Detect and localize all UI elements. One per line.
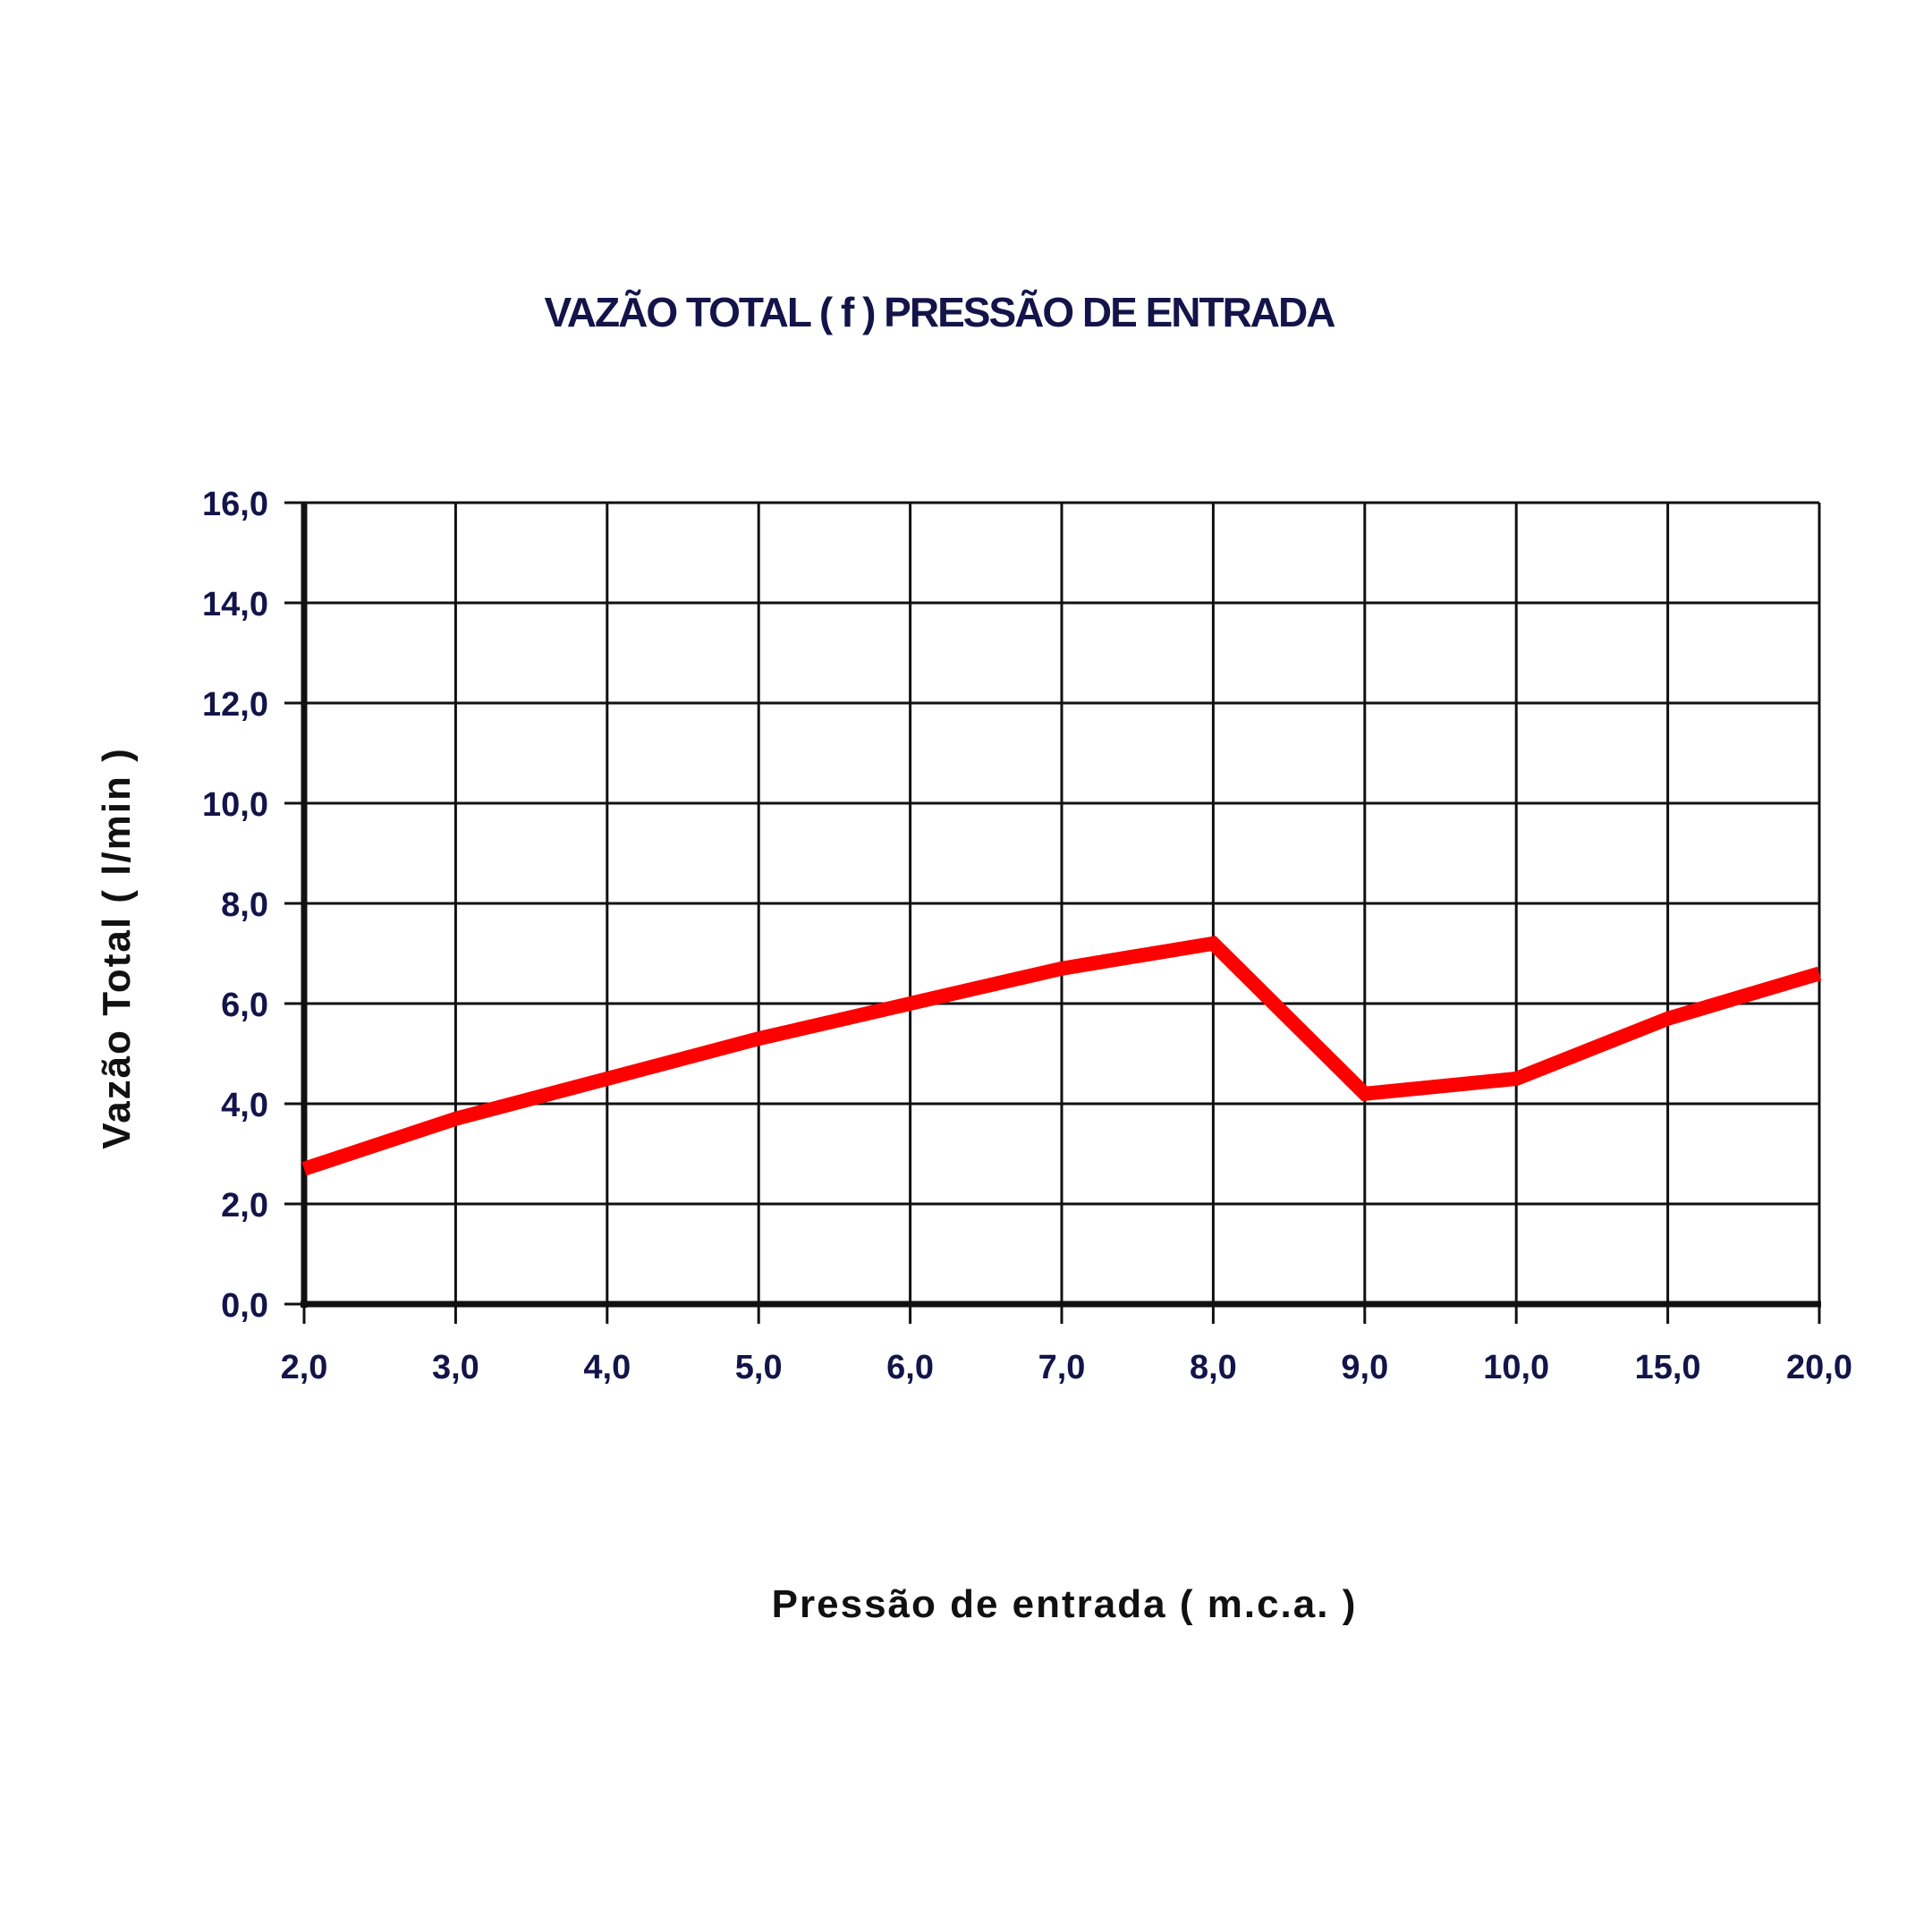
gridlines: [304, 501, 1821, 1304]
series-line: [301, 936, 1822, 1176]
y-tick-label: 12,0: [202, 686, 268, 724]
y-tick-label: 6,0: [221, 987, 268, 1024]
x-tick-label: 9,0: [1341, 1349, 1388, 1386]
x-tick-label: 5,0: [735, 1349, 783, 1386]
x-tick-label: 8,0: [1190, 1349, 1237, 1386]
series-layer: [301, 936, 1822, 1176]
axes: [284, 501, 1821, 1324]
y-tick-label: 10,0: [202, 786, 268, 824]
x-tick-labels: 2,0 3,0 4,0 5,0 6,0 7,0 8,0 9,0 10,0 15,0 20,0: [281, 1349, 1852, 1386]
x-tick-label: 10,0: [1483, 1349, 1549, 1386]
x-tick-label: 7,0: [1038, 1349, 1086, 1386]
y-tick-label: 0,0: [221, 1287, 268, 1325]
x-tick-label: 4,0: [583, 1349, 631, 1386]
x-tick-label: 3,0: [432, 1349, 479, 1386]
x-tick-label: 2,0: [281, 1349, 328, 1386]
y-tick-label: 4,0: [221, 1087, 268, 1124]
y-tick-label: 8,0: [221, 886, 268, 924]
y-tick-label: 16,0: [202, 486, 268, 523]
x-tick-label: 15,0: [1635, 1349, 1701, 1386]
x-axis-label: Pressão de entrada ( m.c.a. ): [772, 1582, 1358, 1626]
y-axis-label: Vazão Total ( l/min ): [95, 747, 139, 1148]
x-tick-label: 6,0: [886, 1349, 934, 1386]
y-tick-label: 2,0: [221, 1187, 268, 1224]
y-tick-labels: 0,0 2,0 4,0 6,0 8,0 10,0 12,0 14,0 16,0: [202, 486, 268, 1325]
chart-title: VAZÃO TOTAL ( f ) PRESSÃO DE ENTRADA: [545, 289, 1335, 335]
x-tick-label: 20,0: [1786, 1349, 1852, 1386]
y-tick-label: 14,0: [202, 586, 268, 623]
